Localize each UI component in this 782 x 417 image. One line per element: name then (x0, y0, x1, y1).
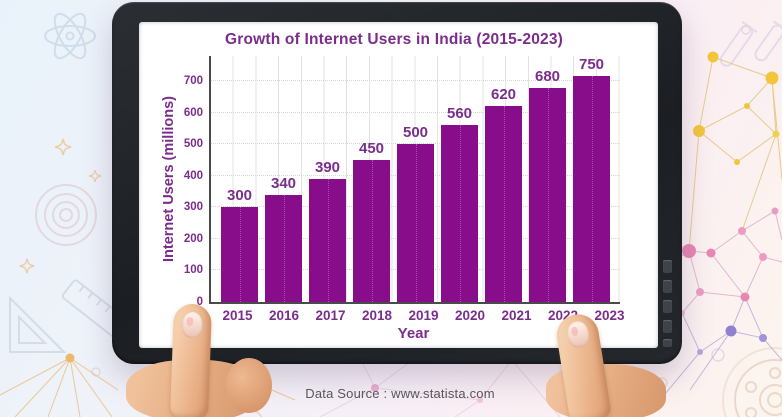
x-tick-label: 2020 (454, 308, 486, 323)
bar-slot: 390 (309, 56, 346, 302)
y-axis-title: Internet Users (millions) (161, 96, 177, 262)
bar-value-label: 450 (358, 140, 385, 158)
bar-value-label: 750 (578, 56, 605, 73)
gridline (211, 143, 620, 145)
tablet-side-button (663, 300, 672, 313)
bar-slot: 750 (573, 56, 610, 302)
y-tick-label: 500 (183, 138, 203, 151)
tablet-side-button (663, 260, 672, 273)
bar-value-label: 340 (270, 174, 297, 192)
bar-slot: 500 (397, 56, 434, 302)
right-hand (532, 308, 667, 417)
data-source-text: Data Source : www.statista.com (305, 386, 495, 401)
bar-slot: 620 (485, 56, 522, 302)
left-knuckle (226, 358, 272, 413)
target-icon (35, 184, 97, 246)
bar-2022 (529, 87, 566, 303)
bar-2020 (441, 125, 478, 302)
atom-icon (44, 12, 96, 60)
x-tick-label: 2015 (222, 308, 253, 323)
x-tick-label: 2021 (501, 308, 532, 323)
plot-area: 0 100 200 300 400 500 600 700 300 340 390 450 500 56… (184, 56, 620, 308)
bars: 300 340 390 450 500 560 620 680 750 (211, 56, 620, 303)
bar-value-label: 620 (490, 86, 517, 104)
y-tick-label: 400 (183, 169, 203, 182)
y-tick-label: 600 (183, 106, 203, 119)
y-tick-label: 700 (183, 75, 203, 88)
set-square-icon (9, 295, 67, 353)
y-tick-label: 300 (183, 201, 203, 214)
tablet-frame: Growth of Internet Users in India (2015-… (112, 2, 682, 364)
bar-slot: 680 (529, 56, 566, 303)
x-tick-label: 2017 (315, 308, 346, 323)
tablet-side-button (663, 320, 672, 333)
bar-2016 (265, 194, 302, 303)
x-axis-ticks: 2015 2016 2017 2018 2019 2020 2021 2022 2023 (209, 308, 638, 323)
x-tick-label: 2016 (268, 308, 300, 323)
right-thumb-nail (565, 319, 591, 349)
bar-value-label: 680 (534, 67, 561, 85)
bar-slot: 450 (353, 56, 390, 302)
network-right (629, 51, 782, 401)
y-tick-label: 100 (183, 264, 203, 277)
left-thumb-nail (181, 311, 203, 339)
bar-2019 (397, 144, 434, 302)
sparkle-icon (19, 138, 102, 274)
gear-icon (722, 347, 782, 417)
bar-slot: 560 (441, 56, 478, 302)
x-tick-label: 2019 (408, 308, 439, 323)
y-tick-label: 0 (196, 296, 203, 308)
tablet-side-button (663, 280, 672, 293)
bar-value-label: 560 (446, 105, 473, 123)
chart-title: Growth of Internet Users in India (2015-… (224, 31, 564, 48)
left-thumb (170, 303, 212, 417)
bar-2017 (309, 179, 346, 302)
gridline (211, 80, 620, 82)
tablet-side-button (663, 339, 672, 347)
x-axis-title: Year (397, 325, 430, 342)
left-hand (118, 292, 278, 417)
bar-2021 (485, 106, 522, 302)
x-tick-label: 2023 (594, 308, 625, 323)
x-tick-label: 2018 (361, 308, 393, 323)
bar-2015 (221, 207, 258, 302)
bar-2018 (353, 160, 390, 302)
bar-value-label: 500 (402, 124, 429, 142)
bar-slot: 340 (265, 56, 302, 303)
bar-2023 (573, 76, 610, 302)
bar-value-label: 390 (314, 159, 341, 176)
bar-value-label: 300 (226, 187, 253, 205)
y-tick-label: 200 (183, 232, 203, 245)
tablet-screen: Growth of Internet Users in India (2015-… (139, 22, 658, 348)
bar-slot: 300 (221, 56, 258, 302)
bar-chart: Growth of Internet Users in India (2015-… (139, 22, 658, 348)
gridline (211, 111, 620, 113)
